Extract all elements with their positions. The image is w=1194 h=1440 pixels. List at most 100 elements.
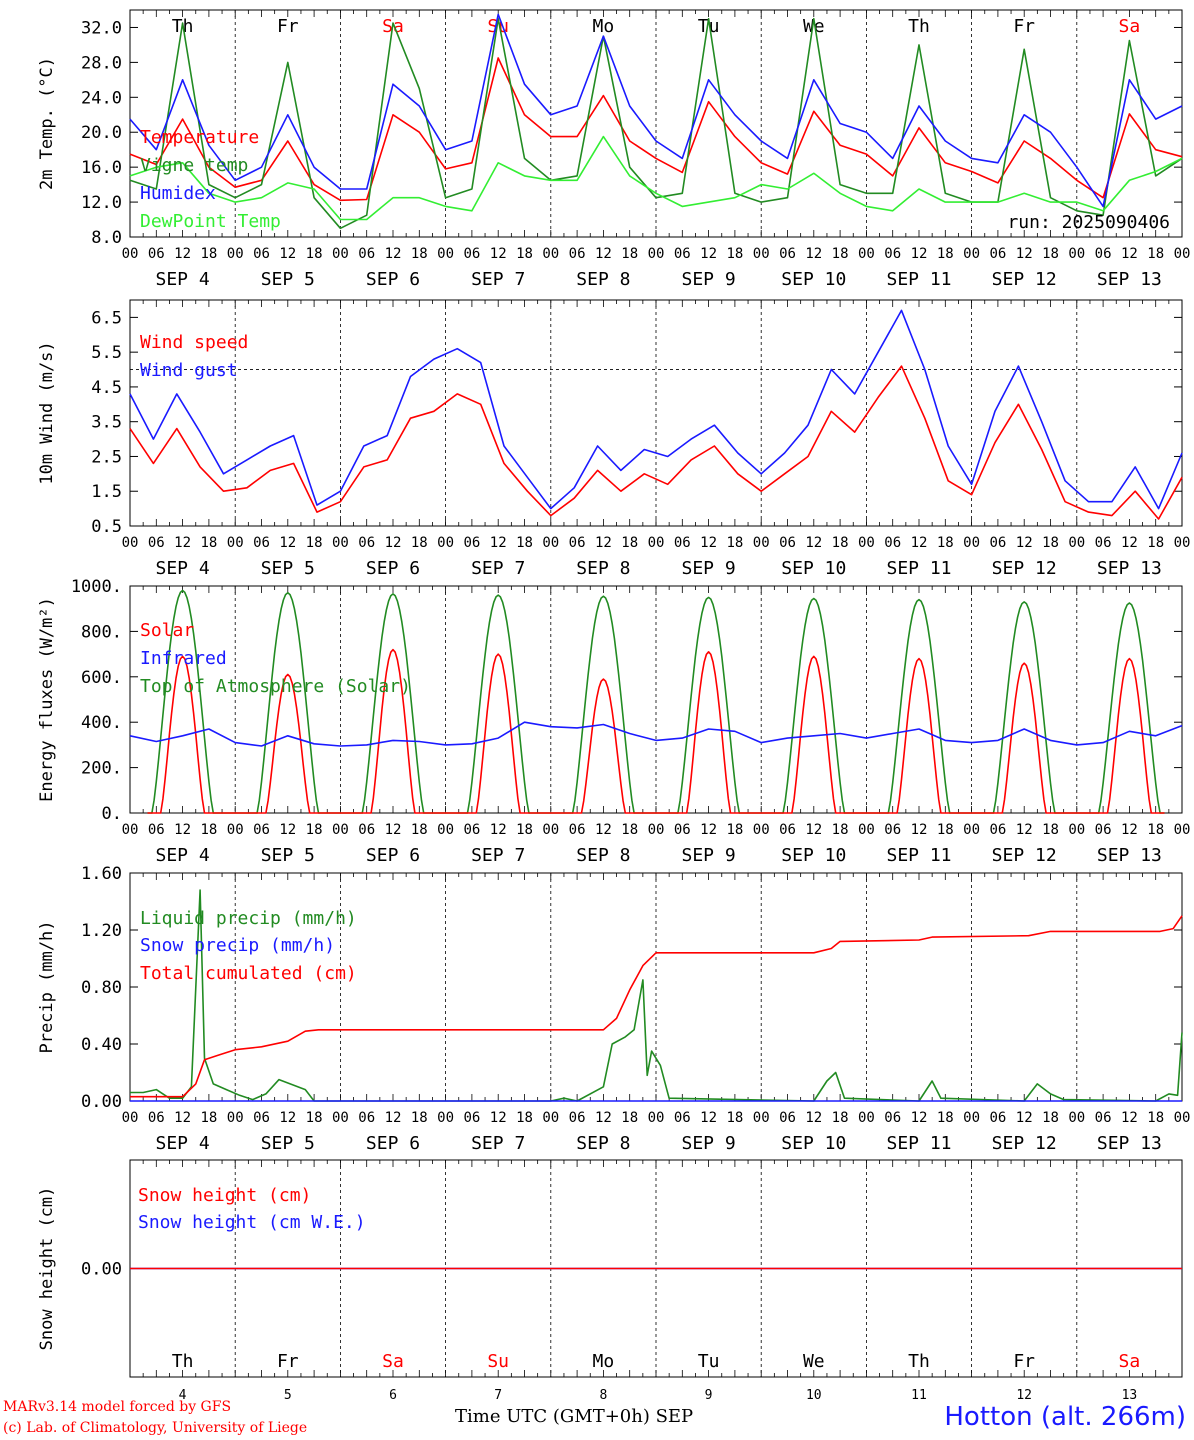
x-date-label: SEP 9 [682,269,736,290]
x-date-label: SEP 10 [781,845,846,866]
y-tick-label: 24.0 [81,88,122,108]
x-hour-label: 12 [1016,822,1033,838]
x-hour-label: 12 [279,535,296,551]
x-date-label: SEP 8 [576,558,630,579]
x-hour-label: 18 [621,822,638,838]
x-day-number: 5 [284,1388,292,1403]
x-hour-label: 12 [805,535,822,551]
weekday-label: Th [172,1351,194,1372]
x-hour-label: 00 [648,535,665,551]
x-date-label: SEP 9 [682,845,736,866]
y-tick-label: 0.80 [81,978,122,998]
x-hour-label: 00 [227,535,244,551]
x-day-number: 4 [179,1388,187,1403]
legend-liquid-precip-mm-h: Liquid precip (mm/h) [140,908,357,929]
x-hour-label: 00 [648,1110,665,1126]
x-date-label: SEP 11 [886,845,951,866]
weekday-label: Tu [698,1351,720,1372]
x-day-number: 8 [599,1388,607,1403]
x-hour-label: 00 [437,1110,454,1126]
x-hour-label: 00 [1068,535,1085,551]
station-name: Hotton (alt. 266m) [944,1402,1186,1432]
x-day-number: 11 [911,1388,927,1403]
x-hour-label: 18 [200,1110,217,1126]
x-hour-label: 12 [700,822,717,838]
x-hour-label: 12 [490,246,507,262]
x-date-label: SEP 13 [1097,269,1162,290]
legend-dewpoint-temp: DewPoint Temp [140,211,281,232]
panel-1: 8.0 12.0 16.0 20.0 24.0 28.0 32.0 2m Temp. (°C)… [37,9,1191,290]
weekday-label: Th [908,16,930,37]
x-hour-label: 18 [621,535,638,551]
x-hour-label: 18 [1042,1110,1059,1126]
x-hour-label: 00 [542,246,559,262]
x-date-label: SEP 12 [992,269,1057,290]
x-hour-label: 06 [253,1110,270,1126]
x-hour-label: 00 [753,822,770,838]
x-day-number: 6 [389,1388,397,1403]
weekday-label: Fr [1013,1351,1035,1372]
x-hour-label: 12 [174,246,191,262]
x-hour-label: 18 [306,1110,323,1126]
weekday-label: Mo [593,1351,615,1372]
x-hour-label: 06 [779,535,796,551]
weekday-label: We [803,16,825,37]
x-hour-label: 12 [595,822,612,838]
panel-4: 0.00 0.40 0.80 1.20 1.60 Precip (mm/h) 00 06 12 1… [37,864,1190,1154]
weekday-label: Mo [593,16,615,37]
y-tick-label: 2.5 [91,447,122,467]
x-hour-label: 18 [726,535,743,551]
x-hour-label: 18 [621,1110,638,1126]
x-date-label: SEP 4 [156,845,210,866]
x-hour-label: 00 [858,246,875,262]
x-hour-label: 00 [1174,246,1191,262]
x-hour-label: 18 [1147,822,1164,838]
y-tick-label: 0.00 [81,1092,122,1112]
panel-5: 0.00 Snow height (cm) Th Fr Sa Su Mo Tu We Th Fr Sa… [37,1159,1183,1403]
x-date-label: SEP 12 [992,558,1057,579]
x-hour-label: 06 [148,822,165,838]
x-hour-label: 12 [1121,1110,1138,1126]
series-dewpoint-temp [129,135,1183,221]
legend-top-of-atmosphere-solar: Top of Atmosphere (Solar) [140,676,411,697]
x-date-label: SEP 8 [576,845,630,866]
weekday-label: Tu [698,16,720,37]
series-humidex [129,13,1183,208]
x-hour-label: 12 [385,246,402,262]
x-hour-label: 06 [148,535,165,551]
x-hour-label: 06 [463,535,480,551]
x-hour-label: 06 [358,822,375,838]
y-tick-label: 0.40 [81,1035,122,1055]
y-tick-label: 6.5 [91,308,122,328]
x-hour-label: 12 [1121,822,1138,838]
x-hour-label: 12 [595,246,612,262]
x-hour-label: 18 [516,535,533,551]
x-hour-label: 18 [937,535,954,551]
y-axis-label: Energy fluxes (W/m²) [37,597,57,802]
x-date-label: SEP 7 [471,558,525,579]
x-hour-label: 00 [542,1110,559,1126]
y-tick-label: 800. [81,622,122,642]
series-solar [147,648,1165,814]
x-hour-label: 06 [674,246,691,262]
x-hour-label: 06 [884,535,901,551]
x-date-label: SEP 4 [156,558,210,579]
x-hour-label: 00 [332,1110,349,1126]
x-hour-label: 06 [253,535,270,551]
x-hour-label: 18 [1042,535,1059,551]
x-date-label: SEP 4 [156,269,210,290]
x-hour-label: 12 [1016,535,1033,551]
y-tick-label: 600. [81,668,122,688]
x-hour-label: 12 [700,1110,717,1126]
x-date-label: SEP 11 [886,558,951,579]
x-hour-label: 00 [332,535,349,551]
x-date-label: SEP 9 [682,558,736,579]
x-hour-label: 00 [122,822,139,838]
x-hour-label: 12 [279,246,296,262]
x-hour-label: 00 [753,246,770,262]
x-date-label: SEP 13 [1097,558,1162,579]
x-hour-label: 06 [779,822,796,838]
x-hour-label: 00 [437,535,454,551]
x-hour-label: 00 [963,535,980,551]
x-hour-label: 12 [385,1110,402,1126]
